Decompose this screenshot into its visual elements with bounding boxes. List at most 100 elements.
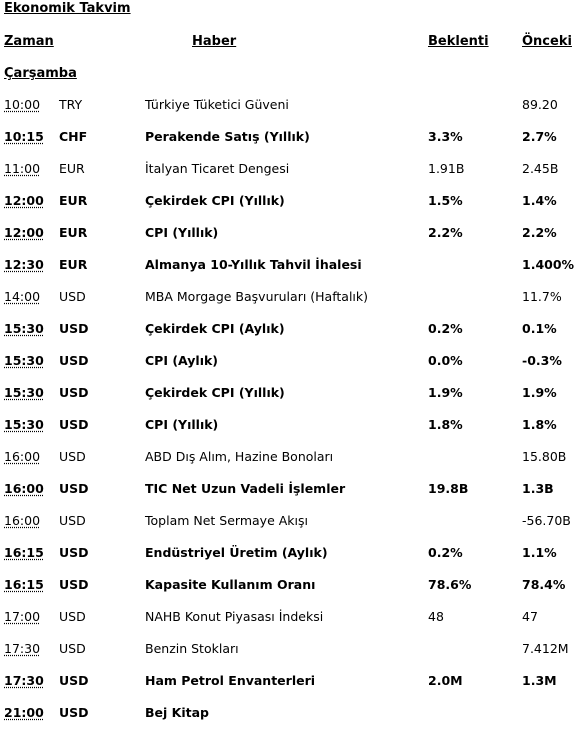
event-time: 16:00	[4, 513, 41, 528]
event-currency: USD	[59, 321, 89, 336]
event-row: 12:00 EUR CPI (Yıllık) 2.2% 2.2%	[0, 219, 584, 251]
event-time: 12:30	[4, 257, 44, 272]
header-news: Haber	[192, 34, 237, 49]
event-expected: 19.8B	[428, 481, 469, 496]
event-row: 15:30 USD Çekirdek CPI (Aylık) 0.2% 0.1%	[0, 315, 584, 347]
event-previous: 1.8%	[522, 417, 557, 432]
event-previous: 1.3B	[522, 481, 554, 496]
event-time: 21:00	[4, 705, 44, 720]
event-previous: 1.4%	[522, 193, 557, 208]
event-expected: 3.3%	[428, 129, 463, 144]
event-row: 12:30 EUR Almanya 10-Yıllık Tahvil İhalesi…	[0, 251, 584, 283]
event-previous: 78.4%	[522, 577, 566, 592]
event-row: 15:30 USD Çekirdek CPI (Yıllık) 1.9% 1.9%	[0, 379, 584, 411]
event-news: Benzin Stokları	[145, 641, 239, 656]
calendar-title: Ekonomik Takvim	[4, 1, 131, 16]
event-currency: USD	[59, 513, 86, 528]
event-expected: 1.5%	[428, 193, 463, 208]
event-news: Türkiye Tüketici Güveni	[145, 97, 289, 112]
event-expected: 0.0%	[428, 353, 463, 368]
event-previous: 2.45B	[522, 161, 559, 176]
event-expected: 1.91B	[428, 161, 465, 176]
event-news: Ham Petrol Envanterleri	[145, 673, 316, 688]
event-row: 16:15 USD Endüstriyel Üretim (Aylık) 0.2% 1.…	[0, 539, 584, 571]
event-news: Çekirdek CPI (Yıllık)	[145, 385, 285, 400]
event-expected: 78.6%	[428, 577, 472, 592]
event-previous: 1.9%	[522, 385, 557, 400]
event-news: CPI (Yıllık)	[145, 417, 219, 432]
event-time: 15:30	[4, 417, 44, 432]
event-currency: USD	[59, 449, 86, 464]
event-time: 11:00	[4, 161, 41, 176]
event-time: 17:30	[4, 641, 41, 656]
event-news: CPI (Yıllık)	[145, 225, 219, 240]
event-currency: USD	[59, 609, 86, 624]
event-currency: USD	[59, 417, 89, 432]
event-row: 12:00 EUR Çekirdek CPI (Yıllık) 1.5% 1.4%	[0, 187, 584, 219]
event-expected: 1.8%	[428, 417, 463, 432]
event-expected: 0.2%	[428, 321, 463, 336]
event-previous: 7.412M	[522, 641, 569, 656]
event-time: 15:30	[4, 385, 44, 400]
event-expected: 1.9%	[428, 385, 463, 400]
event-news: Çekirdek CPI (Aylık)	[145, 321, 285, 336]
event-time: 14:00	[4, 289, 41, 304]
event-previous: 2.2%	[522, 225, 557, 240]
event-news: Bej Kitap	[145, 705, 209, 720]
event-row: 17:00 USD NAHB Konut Piyasası İndeksi 48 47	[0, 603, 584, 635]
event-currency: USD	[59, 705, 89, 720]
header-time: Zaman	[4, 34, 54, 49]
event-time: 17:00	[4, 609, 41, 624]
event-previous: 47	[522, 609, 538, 624]
event-row: 21:00 USD Bej Kitap	[0, 699, 584, 731]
event-currency: USD	[59, 641, 86, 656]
event-row: 16:00 USD Toplam Net Sermaye Akışı -56.70B	[0, 507, 584, 539]
event-previous: 11.7%	[522, 289, 562, 304]
event-expected: 2.2%	[428, 225, 463, 240]
event-previous: 2.7%	[522, 129, 557, 144]
event-time: 16:15	[4, 545, 44, 560]
event-currency: USD	[59, 481, 89, 496]
event-news: CPI (Aylık)	[145, 353, 219, 368]
header-previous: Önceki	[522, 34, 572, 49]
event-row: 10:00 TRY Türkiye Tüketici Güveni 89.20	[0, 91, 584, 123]
event-row: 16:00 USD ABD Dış Alım, Hazine Bonoları 15.…	[0, 443, 584, 475]
event-currency: EUR	[59, 161, 85, 176]
event-news: MBA Morgage Başvuruları (Haftalık)	[145, 289, 369, 304]
event-time: 16:15	[4, 577, 44, 592]
event-currency: EUR	[59, 225, 88, 240]
event-time: 10:00	[4, 97, 41, 112]
event-time: 15:30	[4, 321, 44, 336]
event-currency: USD	[59, 577, 89, 592]
header-expected: Beklenti	[428, 34, 489, 49]
event-previous: 89.20	[522, 97, 558, 112]
event-row: 15:30 USD CPI (Aylık) 0.0% -0.3%	[0, 347, 584, 379]
event-news: TIC Net Uzun Vadeli İşlemler	[145, 481, 346, 496]
event-time: 16:00	[4, 449, 41, 464]
event-expected: 0.2%	[428, 545, 463, 560]
event-row: 17:30 USD Ham Petrol Envanterleri 2.0M 1.3M	[0, 667, 584, 699]
event-previous: 1.400%	[522, 257, 575, 272]
event-previous: 15.80B	[522, 449, 567, 464]
event-time: 16:00	[4, 481, 44, 496]
event-news: Almanya 10-Yıllık Tahvil İhalesi	[145, 257, 362, 272]
event-currency: USD	[59, 385, 89, 400]
event-currency: EUR	[59, 193, 88, 208]
event-time: 15:30	[4, 353, 44, 368]
event-time: 17:30	[4, 673, 44, 688]
event-expected: 48	[428, 609, 444, 624]
event-previous: -56.70B	[522, 513, 571, 528]
event-news: İtalyan Ticaret Dengesi	[145, 161, 290, 176]
event-currency: TRY	[59, 97, 83, 112]
event-previous: -0.3%	[522, 353, 562, 368]
event-row: 15:30 USD CPI (Yıllık) 1.8% 1.8%	[0, 411, 584, 443]
event-row: 16:15 USD Kapasite Kullanım Oranı 78.6% 78.4…	[0, 571, 584, 603]
day-label: Çarşamba	[4, 66, 77, 81]
event-currency: USD	[59, 673, 89, 688]
event-list: 10:00 TRY Türkiye Tüketici Güveni 89.20 10:1…	[0, 91, 584, 731]
event-row: 11:00 EUR İtalyan Ticaret Dengesi 1.91B 2.45…	[0, 155, 584, 187]
event-news: Toplam Net Sermaye Akışı	[145, 513, 308, 528]
event-currency: USD	[59, 353, 89, 368]
event-currency: USD	[59, 289, 86, 304]
event-row: 14:00 USD MBA Morgage Başvuruları (Haftalı…	[0, 283, 584, 315]
